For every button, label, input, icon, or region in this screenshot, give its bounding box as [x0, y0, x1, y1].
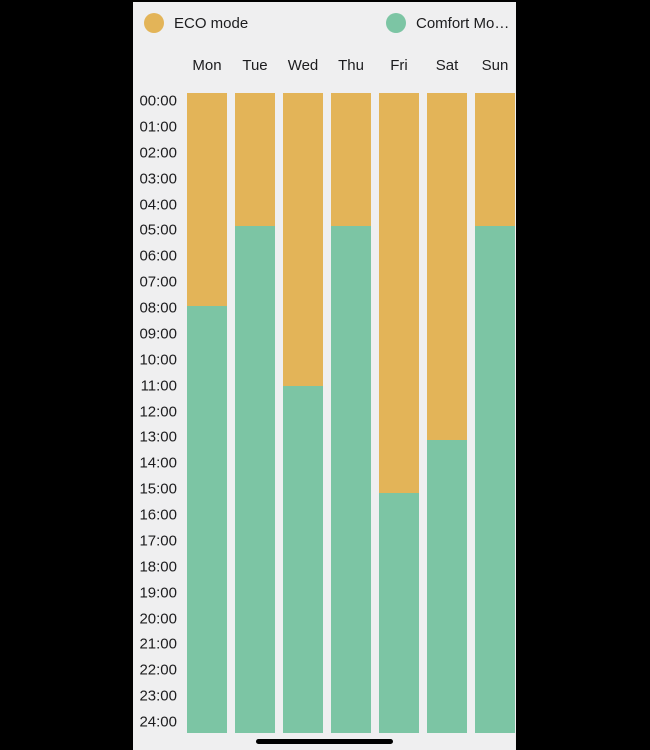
- schedule-bar-sun: [475, 93, 515, 733]
- time-tick-label: 15:00: [139, 480, 177, 498]
- time-tick-label: 10:00: [139, 351, 177, 369]
- time-tick-label: 06:00: [139, 247, 177, 265]
- time-tick-label: 22:00: [139, 661, 177, 679]
- legend-item-eco-mode[interactable]: ECO mode: [144, 2, 248, 44]
- time-tick-label: 01:00: [139, 118, 177, 136]
- bar-segment-comfort-mode: [331, 226, 371, 733]
- legend-item-comfort-mode[interactable]: Comfort Mo…: [386, 2, 509, 44]
- bar-segment-eco-mode: [331, 93, 371, 227]
- schedule-bar-mon: [187, 93, 227, 733]
- eco-mode-color-dot-icon: [144, 13, 164, 33]
- bar-segment-comfort-mode: [235, 226, 275, 733]
- time-tick-label: 19:00: [139, 584, 177, 602]
- day-label-sat: Sat: [435, 57, 459, 74]
- time-tick-label: 14:00: [139, 454, 177, 472]
- time-tick-label: 20:00: [139, 610, 177, 627]
- comfort-mode-color-dot-icon: [386, 13, 406, 33]
- bar-segment-comfort-mode: [379, 493, 419, 733]
- time-tick-label: 03:00: [139, 170, 177, 188]
- time-tick-label: 07:00: [139, 273, 177, 291]
- schedule-bar-sat: [427, 93, 467, 733]
- time-tick-label: 08:00: [139, 299, 177, 317]
- bar-segment-eco-mode: [379, 93, 419, 493]
- time-tick-label: 09:00: [139, 325, 177, 343]
- time-tick-label: 02:00: [139, 144, 177, 162]
- home-indicator: [256, 739, 393, 744]
- day-label-thu: Thu: [338, 57, 364, 74]
- bar-segment-eco-mode: [235, 93, 275, 227]
- time-tick-label: 00:00: [139, 92, 177, 110]
- chart-legend: ECO mode Comfort Mo…: [133, 2, 516, 44]
- time-tick-label: 24:00: [139, 713, 177, 731]
- bar-segment-comfort-mode: [187, 306, 227, 733]
- legend-label-comfort-mode: Comfort Mo…: [416, 14, 510, 32]
- time-tick-label: 21:00: [139, 635, 177, 653]
- day-label-wed: Wed: [287, 57, 319, 74]
- time-tick-label: 04:00: [139, 196, 177, 213]
- schedule-bar-wed: [283, 93, 323, 733]
- bar-segment-comfort-mode: [427, 439, 467, 733]
- schedule-bar-thu: [331, 93, 371, 733]
- schedule-bar-tue: [235, 93, 275, 733]
- bar-segment-eco-mode: [427, 93, 467, 440]
- day-label-fri: Fri: [390, 57, 408, 74]
- bar-segment-eco-mode: [283, 93, 323, 387]
- bar-segment-comfort-mode: [283, 386, 323, 733]
- time-tick-label: 17:00: [139, 532, 177, 550]
- time-tick-label: 12:00: [139, 403, 177, 420]
- time-tick-label: 11:00: [140, 377, 177, 395]
- day-label-mon: Mon: [192, 57, 222, 74]
- day-axis-labels: Mon Tue Wed Thu Fri Sat Sun: [133, 57, 516, 79]
- time-tick-label: 16:00: [139, 506, 177, 524]
- schedule-bar-fri: [379, 93, 419, 733]
- time-tick-label: 23:00: [139, 687, 177, 705]
- day-label-sun: Sun: [481, 57, 509, 74]
- legend-label-eco-mode: ECO mode: [174, 14, 249, 32]
- bar-segment-eco-mode: [475, 93, 515, 227]
- bar-segment-eco-mode: [187, 93, 227, 307]
- app-screen: ECO mode Comfort Mo… Mon Tue Wed Thu Fri Sat S…: [133, 0, 516, 750]
- bar-segment-comfort-mode: [475, 226, 515, 733]
- time-tick-label: 18:00: [139, 558, 177, 576]
- time-tick-label: 13:00: [139, 428, 177, 446]
- weekly-schedule-chart: 00:00 01:00 02:00 03:00 04:00 05:00 06:00 07:00…: [133, 93, 516, 733]
- time-tick-label: 05:00: [139, 221, 177, 239]
- day-label-tue: Tue: [242, 57, 268, 74]
